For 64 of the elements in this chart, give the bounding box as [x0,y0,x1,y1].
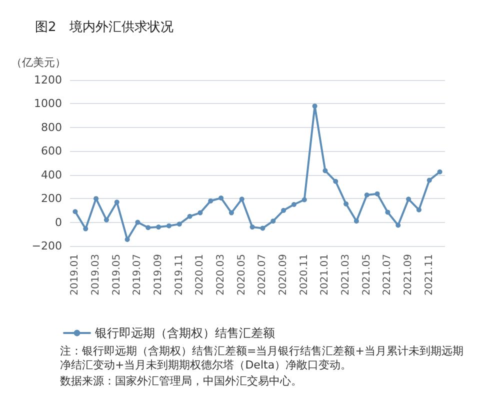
point [146,225,151,230]
x-tick-label: 2019.01 [70,254,81,296]
x-tick-label: 2019.07 [132,254,144,296]
y-tick-label: −200 [32,240,62,252]
point [291,202,296,207]
x-tick-label: 2020.05 [236,254,248,296]
y-tick-label: 1200 [34,74,62,86]
x-tick-label: 2020.03 [216,254,227,296]
y-tick-label: 1000 [34,97,62,110]
source-note: 数据来源：国家外汇管理局，中国外汇交易中心。 [60,374,302,388]
point [156,224,162,230]
x-tick-label: 2021.09 [403,254,414,296]
point [239,196,244,202]
x-tick-label: 2020.07 [257,254,268,296]
point [218,195,224,200]
point [437,169,442,174]
point [396,222,401,228]
y-tick-label: 200 [41,192,62,206]
point [416,207,422,212]
x-tick-label: 2020.01 [194,254,206,296]
point [406,196,412,202]
x-tick-label: 2019.09 [153,254,164,296]
point [354,218,359,224]
point [198,210,203,216]
point [176,222,182,227]
x-tick-label: 2020.09 [278,254,290,296]
x-tick-label: 2020.11 [298,254,310,296]
x-tick-label: 2019.11 [174,254,185,296]
point [104,217,109,222]
chart-title: 图2 境内外汇供求状况 [35,19,174,35]
point [281,208,286,213]
point [333,178,338,184]
point [260,226,266,231]
x-tick-label: 2021.07 [382,254,394,296]
point [72,209,78,214]
point [364,192,370,198]
point [374,191,380,196]
point [344,201,349,206]
y-tick-label: 400 [41,168,62,182]
point [426,178,432,183]
x-tick-label: 2021.11 [424,254,435,296]
point [250,224,255,230]
y-axis-title: （亿美元） [11,56,66,69]
x-tick-label: 2019.05 [111,254,122,296]
legend-label: 银行即远期（含期权）结售汇差额 [94,326,275,340]
point [302,197,307,202]
y-tick-label: 600 [41,144,62,158]
y-tick-label: 0 [55,216,62,229]
x-tick-label: 2019.03 [90,254,102,296]
x-tick-label: 2021.01 [320,254,331,296]
point [322,168,328,174]
point [312,104,318,109]
point [135,220,140,225]
point [83,226,88,232]
point [208,198,214,204]
point [228,210,234,216]
y-tick-label: 800 [41,120,62,134]
x-tick-label: 2021.05 [361,254,372,296]
x-tick-label: 2021.03 [340,254,352,296]
point [166,223,172,228]
point [187,214,192,219]
text: 注：银行即远期（含期权）结售汇差额=当月银行结售汇差额+当月累计未到期远期净结汇变动+当月未到期期权德尔塔（Delta）净敞口变动。 [60,344,464,372]
point [385,210,390,215]
point [270,218,276,224]
